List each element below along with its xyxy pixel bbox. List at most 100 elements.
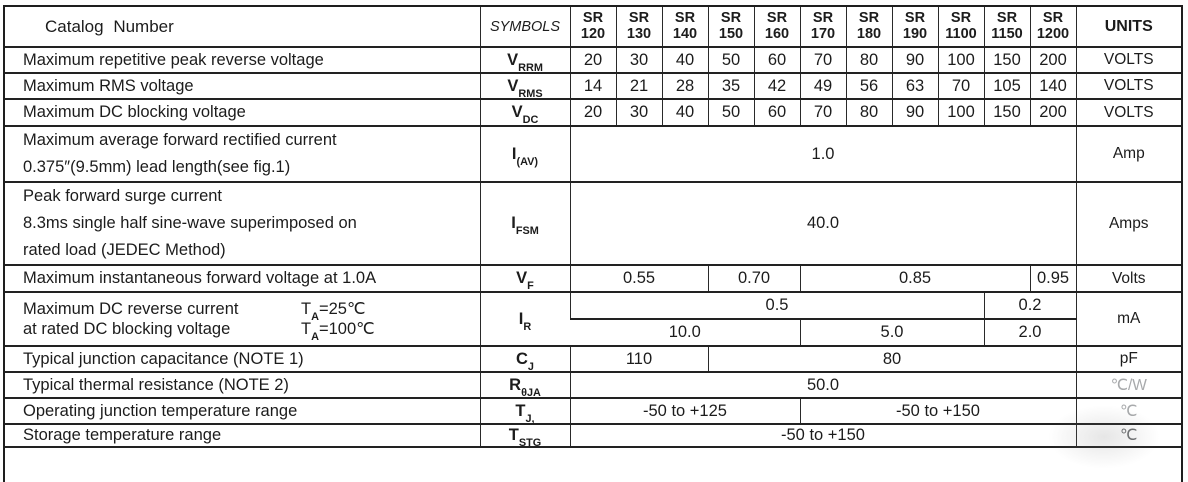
model-header-sr180: SR 180: [845, 7, 892, 47]
value-cell: -50 to +150: [569, 423, 1076, 448]
unit-cell: Amp: [1075, 125, 1181, 182]
value-cell: 105: [983, 72, 1030, 99]
row-label: Peak forward surge current 8.3ms single h…: [5, 181, 480, 265]
datasheet-ratings-table: Catalog Number SYMBOLS SR 120 SR 130 SR 140…: [3, 5, 1183, 482]
value-cell: 1.0: [569, 125, 1076, 182]
row-ifsm: Peak forward surge current 8.3ms single h…: [5, 181, 1181, 265]
condition-ta100: TA=100℃: [301, 320, 375, 344]
value-cell: 60: [753, 46, 800, 73]
value-cell: 90: [891, 46, 938, 73]
row-label: Typical junction capacitance (NOTE 1): [5, 345, 480, 372]
row-tstg: Storage temperature range TSTG -50 to +1…: [5, 423, 1181, 449]
row-ir-100c: 10.0 5.0 2.0: [5, 318, 1181, 346]
value-cell: 0.55: [569, 264, 708, 292]
unit-cell: VOLTS: [1075, 46, 1181, 73]
value-cell: 100: [937, 46, 984, 73]
model-header-sr170: SR 170: [799, 7, 846, 47]
value-cell: 20: [569, 46, 616, 73]
unit-cell: ℃/W: [1075, 371, 1181, 398]
value-cell: 0.95: [1029, 264, 1076, 292]
row-label: Maximum instantaneous forward voltage at…: [5, 264, 480, 292]
row-label: Typical thermal resistance (NOTE 2): [5, 371, 480, 398]
row-iav: Maximum average forward rectified curren…: [5, 125, 1181, 182]
value-cell: 200: [1029, 46, 1076, 73]
condition-ta25: TA=25℃: [301, 300, 366, 324]
value-cell: 50.0: [569, 371, 1076, 398]
row-label: Storage temperature range: [5, 423, 480, 448]
row-vrrm: Maximum repetitive peak reverse voltage …: [5, 46, 1181, 73]
value-cell: 0.70: [707, 264, 800, 292]
value-cell: 200: [1029, 98, 1076, 126]
value-cell: 28: [661, 72, 708, 99]
value-cell: -50 to +125: [569, 397, 800, 424]
row-vrms: Maximum RMS voltage VRMS 14 21 28 35 42 …: [5, 72, 1181, 99]
unit-cell: ℃: [1075, 397, 1181, 424]
value-cell: 5.0: [799, 318, 984, 346]
symbol-ir: IR: [479, 291, 570, 346]
model-header-sr140: SR 140: [661, 7, 708, 47]
value-cell: 20: [569, 98, 616, 126]
symbol-vf: VF: [479, 264, 570, 292]
catalog-number-header: Catalog Number: [45, 16, 174, 36]
row-tj: Operating junction temperature range TJ,…: [5, 397, 1181, 424]
value-cell: 30: [615, 46, 662, 73]
unit-cell: VOLTS: [1075, 98, 1181, 126]
unit-cell: VOLTS: [1075, 72, 1181, 99]
row-label: Maximum repetitive peak reverse voltage: [5, 46, 480, 73]
model-header-sr120: SR 120: [569, 7, 616, 47]
symbol-tstg: TSTG: [479, 423, 570, 449]
value-cell: 70: [937, 72, 984, 99]
value-cell: 40: [661, 46, 708, 73]
value-cell: 40: [661, 98, 708, 126]
value-cell: 2.0: [983, 318, 1076, 346]
value-cell: 40.0: [569, 181, 1076, 265]
value-cell: 50: [707, 46, 754, 73]
value-cell: 21: [615, 72, 662, 99]
symbol-vrrm: VRRM: [479, 46, 570, 73]
value-cell: 70: [799, 46, 846, 73]
value-cell: 35: [707, 72, 754, 99]
symbol-tj: TJ,: [479, 397, 570, 424]
row-label: Maximum DC blocking voltage: [5, 98, 480, 126]
value-cell: 60: [753, 98, 800, 126]
value-cell: 80: [707, 345, 1076, 372]
unit-cell: pF: [1075, 345, 1181, 372]
value-cell: 10.0: [570, 318, 800, 346]
units-header: UNITS: [1075, 7, 1181, 47]
value-cell: 42: [753, 72, 800, 99]
model-header-sr130: SR 130: [615, 7, 662, 47]
row-vf: Maximum instantaneous forward voltage at…: [5, 264, 1181, 292]
symbol-cj: CJ: [479, 345, 570, 372]
value-cell: 56: [845, 72, 892, 99]
value-cell: 100: [937, 98, 984, 126]
row-label: Operating junction temperature range: [5, 397, 480, 424]
value-cell: 63: [891, 72, 938, 99]
value-cell: 30: [615, 98, 662, 126]
unit-cell: mA: [1075, 291, 1181, 346]
symbols-header: SYMBOLS: [479, 7, 570, 47]
unit-cell: ℃: [1075, 423, 1181, 448]
value-cell: 90: [891, 98, 938, 126]
value-cell: 0.85: [799, 264, 1030, 292]
header-row: Catalog Number SYMBOLS SR 120 SR 130 SR 140…: [5, 7, 1181, 47]
unit-cell: Volts: [1075, 264, 1181, 292]
symbol-vdc: VDC: [479, 98, 570, 126]
row-rthja: Typical thermal resistance (NOTE 2) RθJA…: [5, 371, 1181, 398]
row-label: Maximum RMS voltage: [5, 72, 480, 99]
value-cell: 49: [799, 72, 846, 99]
value-cell: 0.5: [569, 291, 984, 319]
row-cj: Typical junction capacitance (NOTE 1) CJ…: [5, 345, 1181, 372]
value-cell: -50 to +150: [799, 397, 1076, 424]
symbol-ifsm: IFSM: [479, 181, 570, 265]
model-header-sr1100: SR 1100: [937, 7, 984, 47]
model-header-sr160: SR 160: [753, 7, 800, 47]
model-header-sr1200: SR 1200: [1029, 7, 1076, 47]
unit-cell: Amps: [1075, 181, 1181, 265]
symbol-vrms: VRMS: [479, 72, 570, 99]
value-cell: 70: [799, 98, 846, 126]
value-cell: 50: [707, 98, 754, 126]
model-header-sr150: SR 150: [707, 7, 754, 47]
value-cell: 0.2: [983, 291, 1076, 319]
model-header-sr190: SR 190: [891, 7, 938, 47]
value-cell: 150: [983, 98, 1030, 126]
